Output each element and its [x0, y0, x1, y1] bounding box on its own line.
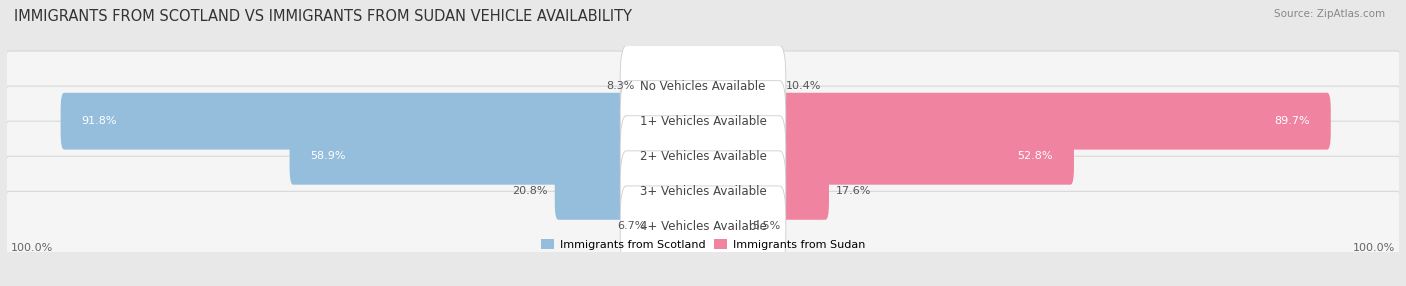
Text: Source: ZipAtlas.com: Source: ZipAtlas.com: [1274, 9, 1385, 19]
FancyBboxPatch shape: [620, 151, 786, 232]
Text: 100.0%: 100.0%: [10, 243, 53, 253]
FancyBboxPatch shape: [700, 93, 1330, 150]
Text: 10.4%: 10.4%: [786, 81, 821, 91]
Text: 8.3%: 8.3%: [606, 81, 634, 91]
FancyBboxPatch shape: [700, 128, 1074, 185]
Text: 4+ Vehicles Available: 4+ Vehicles Available: [640, 220, 766, 233]
FancyBboxPatch shape: [6, 191, 1400, 261]
Text: 3+ Vehicles Available: 3+ Vehicles Available: [640, 185, 766, 198]
Text: 91.8%: 91.8%: [82, 116, 117, 126]
FancyBboxPatch shape: [6, 121, 1400, 191]
Text: 1+ Vehicles Available: 1+ Vehicles Available: [640, 115, 766, 128]
Text: 58.9%: 58.9%: [311, 151, 346, 161]
FancyBboxPatch shape: [652, 198, 706, 255]
FancyBboxPatch shape: [620, 116, 786, 197]
Text: IMMIGRANTS FROM SCOTLAND VS IMMIGRANTS FROM SUDAN VEHICLE AVAILABILITY: IMMIGRANTS FROM SCOTLAND VS IMMIGRANTS F…: [14, 9, 633, 23]
FancyBboxPatch shape: [290, 128, 706, 185]
Text: 52.8%: 52.8%: [1018, 151, 1053, 161]
FancyBboxPatch shape: [555, 163, 706, 220]
Text: 6.7%: 6.7%: [617, 221, 645, 231]
FancyBboxPatch shape: [620, 81, 786, 162]
Text: 5.5%: 5.5%: [752, 221, 780, 231]
FancyBboxPatch shape: [700, 198, 745, 255]
FancyBboxPatch shape: [6, 156, 1400, 227]
Text: 89.7%: 89.7%: [1274, 116, 1310, 126]
FancyBboxPatch shape: [60, 93, 706, 150]
FancyBboxPatch shape: [641, 58, 706, 114]
Text: 17.6%: 17.6%: [837, 186, 872, 196]
FancyBboxPatch shape: [6, 51, 1400, 121]
FancyBboxPatch shape: [700, 58, 779, 114]
Text: 100.0%: 100.0%: [1353, 243, 1396, 253]
FancyBboxPatch shape: [620, 186, 786, 267]
FancyBboxPatch shape: [6, 86, 1400, 156]
FancyBboxPatch shape: [620, 45, 786, 127]
Text: No Vehicles Available: No Vehicles Available: [640, 80, 766, 93]
FancyBboxPatch shape: [700, 163, 830, 220]
Text: 2+ Vehicles Available: 2+ Vehicles Available: [640, 150, 766, 163]
Legend: Immigrants from Scotland, Immigrants from Sudan: Immigrants from Scotland, Immigrants fro…: [536, 235, 870, 254]
Text: 20.8%: 20.8%: [512, 186, 548, 196]
